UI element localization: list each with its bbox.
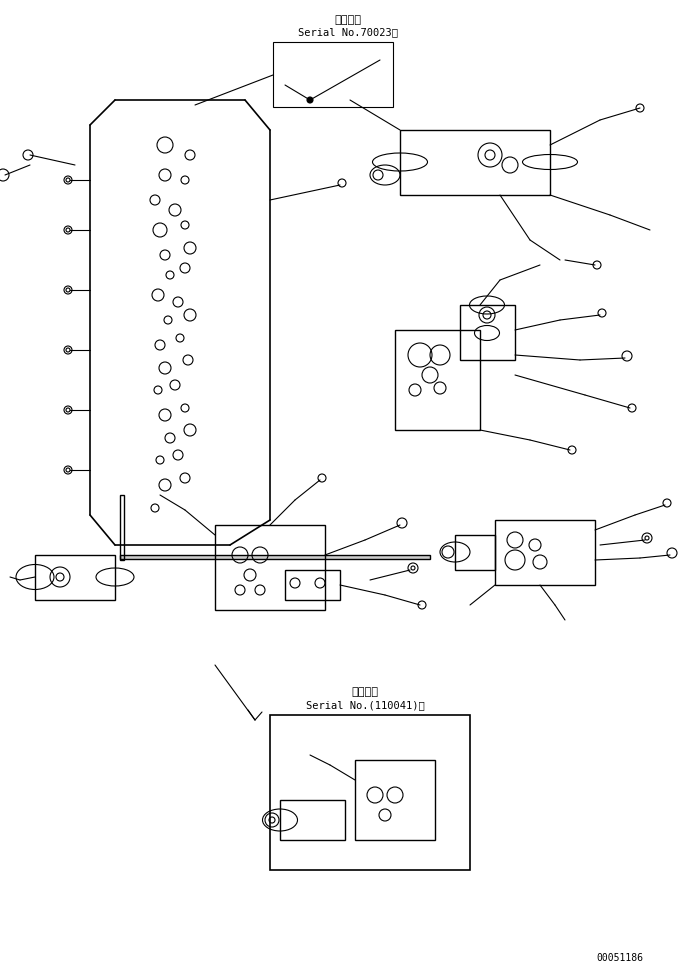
Bar xyxy=(355,760,435,840)
Text: Serial No.(110041)～: Serial No.(110041)～ xyxy=(305,700,424,710)
Bar xyxy=(35,555,115,600)
Bar xyxy=(395,330,480,430)
Bar xyxy=(400,130,550,195)
Bar xyxy=(285,570,340,600)
Bar xyxy=(270,715,470,870)
Bar xyxy=(273,42,393,107)
Bar xyxy=(460,305,515,360)
Text: 適用号機: 適用号機 xyxy=(351,687,378,697)
Bar xyxy=(455,535,495,570)
Circle shape xyxy=(307,97,313,103)
Bar xyxy=(120,555,430,559)
Bar xyxy=(280,800,345,840)
Text: 00051186: 00051186 xyxy=(597,953,643,963)
Text: Serial No.70023～: Serial No.70023～ xyxy=(298,27,398,37)
Bar xyxy=(215,525,325,610)
Bar xyxy=(495,520,595,585)
Bar xyxy=(120,495,124,560)
Text: 適用号機: 適用号機 xyxy=(335,15,362,25)
